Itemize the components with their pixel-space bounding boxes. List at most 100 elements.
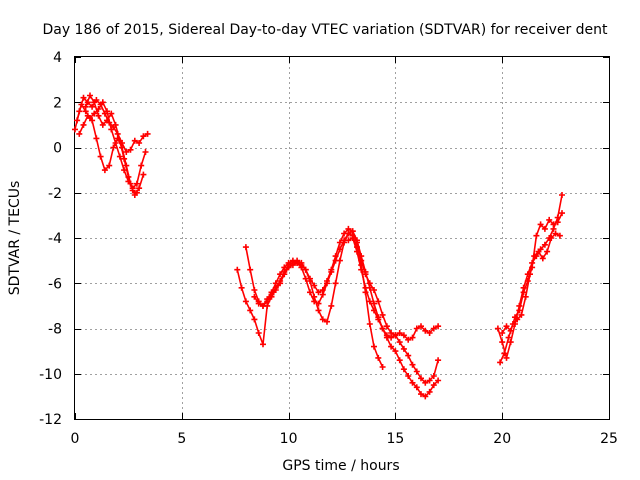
- data-point: [405, 336, 412, 343]
- data-point: [426, 377, 433, 384]
- data-point: [307, 289, 313, 296]
- series-line: [499, 232, 561, 363]
- data-point: [298, 264, 305, 271]
- data-point: [422, 379, 429, 386]
- data-point: [76, 130, 83, 137]
- data-point: [362, 271, 369, 278]
- data-point: [328, 302, 335, 309]
- data-point: [260, 341, 266, 348]
- data-point: [383, 323, 390, 330]
- data-point: [435, 377, 442, 384]
- data-point: [559, 192, 565, 198]
- data-point: [319, 291, 326, 298]
- data-point: [400, 345, 407, 352]
- data-point: [82, 103, 89, 110]
- data-point: [535, 248, 542, 255]
- data-point: [99, 99, 106, 106]
- data-point: [80, 121, 87, 128]
- data-point: [430, 373, 437, 379]
- series-line: [253, 232, 439, 384]
- data-point: [524, 278, 531, 284]
- x-tick-label: 5: [177, 431, 186, 447]
- data-point: [125, 173, 132, 180]
- data-point: [388, 334, 395, 341]
- plot-frame: [74, 56, 610, 420]
- data-point: [396, 330, 403, 336]
- data-point: [505, 334, 512, 341]
- data-point: [110, 144, 117, 151]
- data-point: [494, 325, 501, 332]
- data-point: [507, 327, 514, 334]
- data-point: [413, 384, 420, 391]
- data-point: [371, 287, 377, 293]
- data-point: [247, 307, 254, 314]
- series-track: [76, 112, 147, 198]
- data-point: [277, 271, 284, 278]
- data-point: [539, 255, 546, 262]
- data-point: [127, 146, 134, 153]
- data-point: [238, 284, 245, 291]
- data-point: [315, 300, 322, 307]
- data-point: [375, 354, 382, 361]
- x-tick-label: 20: [493, 431, 511, 447]
- data-point: [84, 112, 91, 119]
- data-point: [260, 302, 266, 309]
- data-point: [396, 339, 403, 346]
- data-point: [336, 239, 343, 246]
- data-point: [294, 259, 301, 266]
- data-point: [548, 235, 555, 241]
- data-point: [435, 323, 442, 330]
- data-point: [503, 354, 510, 361]
- axis-ticks: [75, 57, 610, 420]
- data-point: [405, 373, 412, 379]
- series-line: [497, 194, 563, 359]
- y-tick-label: 0: [53, 141, 62, 157]
- data-point: [332, 257, 339, 264]
- data-point: [104, 117, 110, 124]
- data-point: [388, 343, 395, 350]
- data-point: [251, 293, 258, 300]
- data-point: [375, 316, 382, 323]
- data-point: [80, 94, 87, 101]
- data-point: [501, 350, 508, 357]
- series-layer: [72, 92, 565, 400]
- series-line: [245, 228, 439, 398]
- data-point: [247, 266, 254, 273]
- data-point: [366, 321, 373, 327]
- data-point: [409, 361, 416, 368]
- data-point: [405, 352, 412, 359]
- series-track: [345, 235, 442, 343]
- data-point: [550, 221, 557, 228]
- data-point: [418, 391, 424, 398]
- y-tick-label: -2: [48, 186, 62, 202]
- data-point: [87, 92, 93, 99]
- data-point: [392, 348, 399, 355]
- data-point: [430, 382, 437, 389]
- data-point: [516, 307, 523, 314]
- data-point: [556, 232, 563, 239]
- data-point: [99, 121, 106, 128]
- series-line: [84, 94, 138, 194]
- data-point: [251, 316, 258, 323]
- data-point: [349, 235, 356, 241]
- data-point: [503, 323, 510, 330]
- data-point: [366, 298, 373, 305]
- y-tick-labels: -12 -10 -8 -6 -4 -2 0 2 4: [39, 50, 62, 428]
- data-point: [324, 318, 330, 325]
- series-track: [499, 210, 565, 336]
- data-point: [426, 388, 433, 395]
- data-point: [559, 210, 565, 217]
- data-point: [546, 216, 553, 223]
- data-point: [396, 357, 403, 364]
- data-point: [422, 393, 429, 400]
- data-point: [112, 121, 119, 128]
- data-point: [383, 332, 390, 339]
- data-point: [328, 268, 335, 275]
- data-point: [541, 241, 548, 248]
- series-track: [82, 92, 140, 196]
- data-point: [533, 232, 540, 239]
- data-point: [101, 167, 108, 174]
- data-point: [366, 280, 373, 287]
- data-point: [142, 149, 149, 155]
- data-point: [289, 257, 296, 264]
